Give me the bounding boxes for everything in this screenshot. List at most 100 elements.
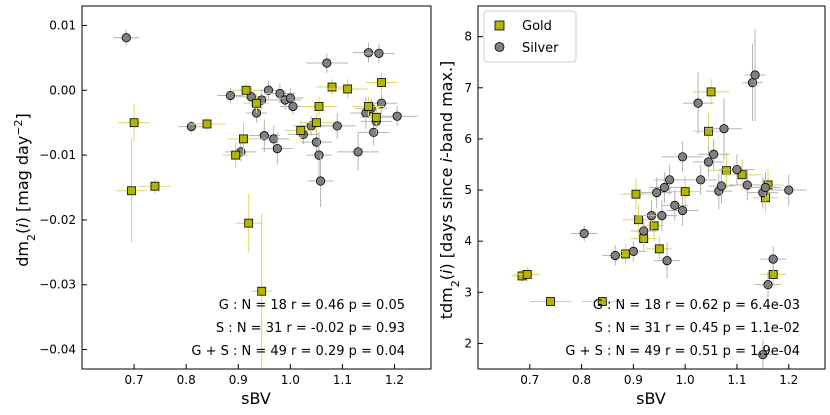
x-tick-label: 1.2 [385, 373, 404, 387]
silver-data-point [749, 172, 781, 203]
silver-circle-marker [703, 157, 714, 167]
silver-data-point [752, 339, 774, 369]
silver-circle-marker [225, 90, 236, 101]
silver-data-point [744, 29, 766, 122]
x-tick-label: 1.1 [333, 373, 352, 387]
y-tick-label: 7 [464, 81, 472, 95]
y-tick-label: 5 [464, 183, 472, 197]
silver-circle-marker [665, 175, 675, 185]
legend: Gold Silver [483, 10, 577, 63]
silver-data-point [685, 164, 717, 196]
x-tick-label: 1.1 [727, 373, 746, 387]
gold-data-point [365, 72, 398, 93]
gold-square-marker [127, 186, 136, 196]
silver-data-point [654, 164, 686, 196]
silver-circle-marker [628, 246, 638, 257]
x-tick-label: 0.9 [229, 373, 248, 387]
silver-circle-marker [693, 98, 703, 108]
gold-square-marker [377, 78, 386, 87]
x-tick-label: 1.0 [676, 373, 695, 387]
gold-square-marker [150, 181, 160, 191]
silver-circle-marker [716, 181, 727, 191]
gold-data-point [243, 93, 270, 113]
gold-data-point [285, 120, 317, 141]
right-x-ticks: 0.7 0.8 0.9 1.0 1.1 1.2 [520, 364, 798, 387]
gold-data-point [581, 297, 624, 306]
silver-data-point [705, 173, 732, 209]
x-tick-label: 1.2 [779, 373, 798, 387]
silver-data-point [705, 98, 743, 160]
right-stat-combined: G + S : N = 49 r = 0.51 p = 1.9e-04 [565, 344, 800, 359]
silver-circle-marker [732, 165, 742, 175]
silver-data-point [620, 241, 647, 262]
gold-square-marker [343, 84, 353, 94]
silver-circle-marker [285, 93, 295, 103]
silver-circle-marker [639, 226, 649, 236]
silver-data-point [300, 129, 333, 156]
gold-square-marker [312, 118, 321, 128]
silver-circle-marker [353, 147, 363, 157]
gold-data-point [115, 138, 148, 243]
silver-data-point [602, 245, 629, 266]
silver-circle-marker [610, 250, 620, 261]
x-tick-label: 0.8 [572, 373, 591, 387]
silver-circle-marker [374, 48, 384, 58]
silver-circle-marker [315, 176, 326, 186]
right-y-label-part: ( [437, 274, 456, 280]
right-y-label-part: ) [days since [437, 162, 456, 269]
gold-data-point [646, 236, 673, 262]
left-x-axis-label: sBV [241, 389, 271, 408]
left-y-label-sub: 2 [25, 234, 38, 241]
y-tick-label: −0.03 [39, 278, 76, 292]
legend-silver-marker [494, 42, 505, 52]
y-tick-label: 6 [464, 132, 472, 146]
gold-square-marker [257, 286, 267, 296]
silver-data-point [319, 112, 356, 139]
gold-square-marker [371, 113, 381, 122]
gold-data-point [118, 103, 150, 143]
silver-data-point [571, 225, 598, 242]
silver-data-point [225, 142, 257, 162]
silver-data-point [630, 218, 657, 244]
x-tick-label: 0.7 [520, 373, 539, 387]
y-tick-label: 4 [464, 234, 472, 248]
silver-data-point [698, 138, 730, 170]
right-stat-silver: S : N = 31 r = 0.45 p = 1.1e-02 [595, 321, 800, 336]
silver-circle-marker [670, 200, 680, 210]
silver-data-point [682, 72, 714, 134]
silver-data-point [258, 80, 279, 100]
gold-square-marker [239, 134, 248, 144]
silver-circle-marker [719, 124, 729, 134]
y-tick-label: −0.02 [39, 213, 76, 227]
silver-circle-marker [363, 48, 374, 58]
x-tick-label: 0.7 [125, 373, 144, 387]
gold-square-marker [631, 189, 641, 199]
left-y-label-sup: −2 [12, 119, 25, 135]
gold-data-point [233, 80, 260, 100]
silver-circle-marker [392, 111, 402, 121]
gold-data-point [222, 142, 249, 169]
silver-circle-marker [768, 254, 778, 264]
gold-square-marker [129, 118, 139, 128]
gold-data-point [251, 213, 273, 369]
silver-data-point [755, 271, 781, 298]
silver-data-point [661, 190, 688, 221]
right-x-axis-label: sBV [636, 389, 666, 408]
gold-data-point [620, 178, 652, 210]
gold-data-point [529, 297, 572, 306]
silver-data-point [217, 87, 244, 104]
silver-data-point [376, 106, 418, 126]
left-stat-combined: G + S : N = 49 r = 0.29 p = 0.04 [191, 344, 405, 359]
gold-data-point [692, 113, 725, 150]
y-tick-label: 3 [464, 285, 472, 299]
gold-square-marker [522, 270, 532, 279]
left-y-label-italic: i [13, 223, 32, 228]
gold-square-marker [737, 170, 747, 180]
gold-square-marker [241, 85, 251, 95]
gold-square-marker [364, 102, 373, 111]
right-y-label-part: -band max.] [437, 61, 456, 158]
silver-data-point [708, 168, 735, 204]
left-stat-silver: S : N = 31 r = -0.02 p = 0.93 [216, 321, 405, 336]
gold-square-marker [597, 297, 607, 306]
